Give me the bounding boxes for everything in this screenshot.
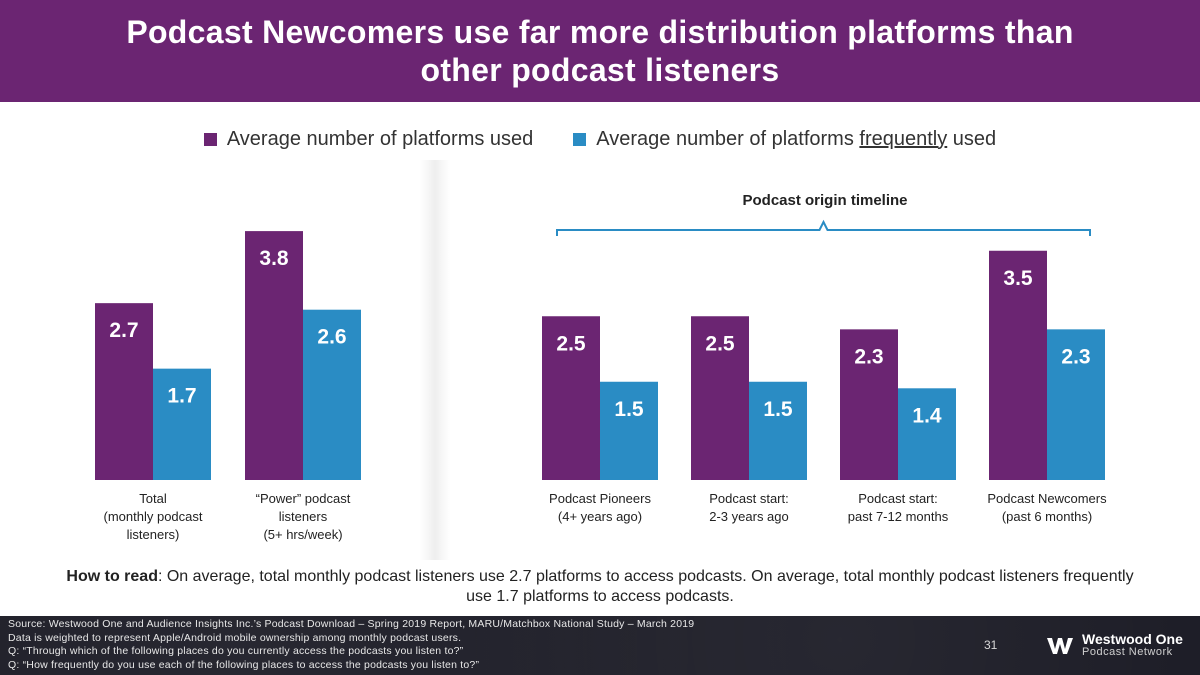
logo-line2: Podcast Network bbox=[1082, 646, 1173, 658]
bar-value-label: 3.5 bbox=[1003, 267, 1033, 290]
bar-platforms-used bbox=[840, 329, 898, 480]
category-label: Total bbox=[139, 491, 167, 506]
category-label: past 7-12 months bbox=[848, 509, 949, 524]
legend-item-used: Average number of platforms used bbox=[203, 127, 534, 151]
category-label: Podcast start: bbox=[858, 491, 937, 506]
bar-value-label: 2.5 bbox=[556, 332, 586, 355]
category-label: (past 6 months) bbox=[1002, 509, 1092, 524]
category-label: (5+ hrs/week) bbox=[263, 527, 342, 542]
source-line: Q: “How frequently do you use each of th… bbox=[8, 658, 480, 671]
page-title: Podcast Newcomers use far more distribut… bbox=[126, 14, 1074, 88]
bar-value-label: 2.3 bbox=[854, 345, 883, 368]
bar-value-label: 1.7 bbox=[167, 385, 196, 408]
legend-swatch-frequently bbox=[573, 132, 587, 146]
how-to-read-label: How to read bbox=[66, 568, 158, 585]
bar-value-label: 2.5 bbox=[705, 332, 735, 355]
bar-platforms-used bbox=[989, 250, 1047, 480]
panel-divider bbox=[420, 160, 450, 560]
how-to-read: How to read: On average, total monthly p… bbox=[60, 567, 1140, 607]
bar-value-label: 2.3 bbox=[1061, 345, 1090, 368]
category-label: 2-3 years ago bbox=[709, 509, 789, 524]
bar-platforms-used bbox=[691, 316, 749, 480]
timeline-label: Podcast origin timeline bbox=[742, 192, 908, 209]
footer: Source: Westwood One and Audience Insigh… bbox=[0, 616, 1200, 675]
bar-value-label: 1.4 bbox=[912, 404, 942, 427]
bar-platforms-frequently-used bbox=[600, 381, 658, 480]
logo-mark-icon bbox=[1047, 638, 1073, 654]
timeline-brace bbox=[556, 219, 1091, 236]
title-bar: Podcast Newcomers use far more distribut… bbox=[0, 0, 1200, 102]
category-label: listeners) bbox=[127, 527, 180, 542]
source-line: Q: “Through which of the following place… bbox=[8, 645, 464, 657]
legend-item-frequently: Average number of platforms frequently u… bbox=[573, 128, 996, 151]
bar-platforms-used bbox=[245, 231, 303, 480]
legend-label-frequently-suffix: used bbox=[947, 127, 997, 150]
source-line: Data is weighted to represent Apple/Andr… bbox=[8, 631, 462, 644]
bar-value-label: 2.6 bbox=[317, 326, 346, 349]
category-label: Podcast Pioneers bbox=[549, 491, 651, 506]
category-label: (4+ years ago) bbox=[558, 509, 642, 524]
source-line: Source: Westwood One and Audience Insigh… bbox=[8, 618, 695, 630]
legend-label-used: Average number of platforms used bbox=[226, 127, 534, 150]
category-label: listeners bbox=[279, 509, 328, 524]
logo-text: Westwood One Podcast Network bbox=[1082, 631, 1183, 659]
bar-platforms-used bbox=[95, 303, 153, 480]
legend-label-frequently-underlined: frequently bbox=[859, 127, 948, 150]
legend-swatch-used bbox=[203, 132, 217, 146]
bar-platforms-frequently-used bbox=[303, 309, 361, 480]
category-label: Podcast start: bbox=[709, 491, 788, 506]
source-notes: Source: Westwood One and Audience Insigh… bbox=[8, 618, 908, 672]
bar-value-label: 1.5 bbox=[763, 398, 793, 421]
bar-platforms-frequently-used bbox=[153, 368, 211, 480]
category-label: Podcast Newcomers bbox=[987, 491, 1107, 506]
bar-platforms-frequently-used bbox=[1047, 329, 1105, 480]
page-number: 31 bbox=[984, 638, 998, 652]
logo-line1: Westwood One bbox=[1082, 631, 1183, 647]
bar-chart: 2.7 3.8 2.5 2.5 2.3 3.5 1.7 2.6 1.5 1.5 1.4 2.3 Tota… bbox=[95, 219, 1107, 542]
legend-label-frequently: Average number of platforms frequently u… bbox=[596, 128, 996, 151]
chart-legend: Average number of platforms used Average… bbox=[0, 126, 1200, 152]
bar-platforms-frequently-used bbox=[749, 381, 807, 480]
category-label: “Power” podcast bbox=[256, 491, 351, 506]
westwood-one-logo: Westwood One Podcast Network bbox=[1046, 631, 1186, 661]
legend-label-frequently-prefix: Average number of platforms bbox=[596, 127, 860, 150]
category-label: (monthly podcast bbox=[104, 509, 203, 524]
bar-value-label: 1.5 bbox=[614, 398, 644, 421]
bar-platforms-frequently-used bbox=[898, 388, 956, 480]
bar-platforms-used bbox=[542, 316, 600, 480]
bar-value-label: 2.7 bbox=[109, 319, 138, 342]
how-to-read-text: : On average, total monthly podcast list… bbox=[157, 568, 1134, 605]
bar-value-label: 3.8 bbox=[259, 247, 289, 270]
